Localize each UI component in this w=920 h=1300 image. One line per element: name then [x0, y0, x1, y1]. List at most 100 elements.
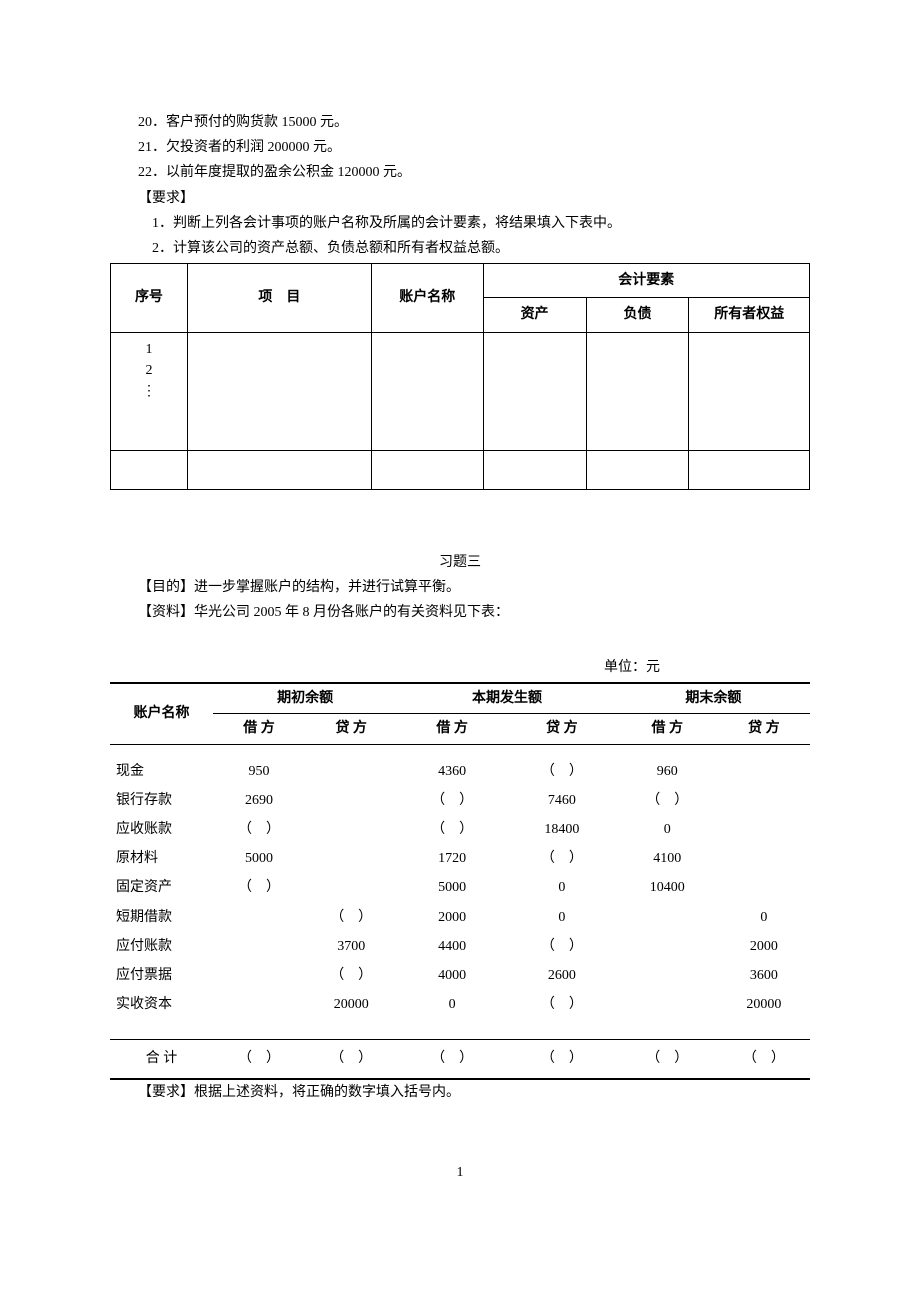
col-end-cr: 贷 方: [718, 714, 810, 744]
value-cell: 7460: [507, 786, 617, 815]
account-cell: 应付票据: [110, 961, 213, 990]
value-cell: 0: [718, 903, 810, 932]
value-cell: 4100: [617, 844, 718, 873]
value-cell: [305, 757, 397, 786]
value-cell: [718, 815, 810, 844]
table-row-sum: 合 计 （ ） （ ） （ ） （ ） （ ） （ ）: [110, 1040, 810, 1079]
value-cell: [213, 903, 305, 932]
value-cell: 3700: [305, 932, 397, 961]
account-cell: 短期借款: [110, 903, 213, 932]
col-begin-cr: 贷 方: [305, 714, 397, 744]
sum-end-dr: （ ）: [617, 1040, 718, 1079]
account-cell: 应收账款: [110, 815, 213, 844]
table-row: 1 2 ⋮: [111, 332, 810, 450]
table-row: 原材料50001720（ ）4100: [110, 844, 810, 873]
col-element: 会计要素: [483, 264, 809, 298]
account-cell: 实收资本: [110, 990, 213, 1019]
value-cell: [213, 932, 305, 961]
table-accounting-elements: 序号 项 目 账户名称 会计要素 资产 负债 所有者权益 1 2 ⋮: [110, 263, 810, 489]
value-cell: [305, 815, 397, 844]
table-row: 应付票据（ ）400026003600: [110, 961, 810, 990]
account-cell: 固定资产: [110, 873, 213, 902]
value-cell: 2000: [397, 903, 507, 932]
col-begin-dr: 借 方: [213, 714, 305, 744]
table-row: 固定资产（ ）5000010400: [110, 873, 810, 902]
value-cell: 2600: [507, 961, 617, 990]
value-cell: [718, 873, 810, 902]
value-cell: 0: [507, 903, 617, 932]
value-cell: （ ）: [397, 786, 507, 815]
col-item: 项 目: [187, 264, 371, 332]
exercise-3-purpose: 【目的】进一步掌握账户的结构，并进行试算平衡。: [110, 575, 810, 600]
requirement-label: 【要求】: [110, 186, 810, 211]
col-current: 本期发生额: [397, 683, 617, 714]
value-cell: [617, 990, 718, 1019]
col-end: 期末余额: [617, 683, 810, 714]
requirement-ex3: 【要求】根据上述资料，将正确的数字填入括号内。: [110, 1080, 810, 1105]
exercise-3-title: 习题三: [110, 550, 810, 575]
col-end-dr: 借 方: [617, 714, 718, 744]
value-cell: [617, 932, 718, 961]
sum-label: 合 计: [110, 1040, 213, 1079]
value-cell: [213, 990, 305, 1019]
sum-begin-cr: （ ）: [305, 1040, 397, 1079]
col-begin: 期初余额: [213, 683, 397, 714]
sum-begin-dr: （ ）: [213, 1040, 305, 1079]
page-number: 1: [110, 1160, 810, 1185]
value-cell: （ ）: [213, 873, 305, 902]
table-row: 短期借款（ ）200000: [110, 903, 810, 932]
account-cell: 现金: [110, 757, 213, 786]
value-cell: [718, 786, 810, 815]
requirement-2: 2．计算该公司的资产总额、负债总额和所有者权益总额。: [110, 236, 810, 261]
value-cell: [305, 786, 397, 815]
value-cell: 960: [617, 757, 718, 786]
col-account: 账户名称: [371, 264, 483, 332]
value-cell: [305, 873, 397, 902]
value-cell: （ ）: [397, 815, 507, 844]
value-cell: [305, 844, 397, 873]
value-cell: [718, 844, 810, 873]
table-row: 现金9504360（ ）960: [110, 757, 810, 786]
list-item-22: 22．以前年度提取的盈余公积金 120000 元。: [110, 160, 810, 185]
value-cell: 4000: [397, 961, 507, 990]
exercise-3-data: 【资料】华光公司 2005 年 8 月份各账户的有关资料见下表：: [110, 600, 810, 625]
table-row: [111, 450, 810, 489]
table-row: 应付账款 37004400（ ） 2000: [110, 932, 810, 961]
value-cell: （ ）: [507, 757, 617, 786]
value-cell: 4400: [397, 932, 507, 961]
value-cell: 20000: [718, 990, 810, 1019]
value-cell: （ ）: [213, 815, 305, 844]
value-cell: （ ）: [305, 903, 397, 932]
col-liab: 负债: [586, 298, 689, 332]
value-cell: （ ）: [305, 961, 397, 990]
sum-end-cr: （ ）: [718, 1040, 810, 1079]
value-cell: [617, 961, 718, 990]
value-cell: （ ）: [617, 786, 718, 815]
col-seq: 序号: [111, 264, 188, 332]
unit-label: 单位：元: [110, 655, 810, 680]
value-cell: 2000: [718, 932, 810, 961]
account-cell: 应付账款: [110, 932, 213, 961]
col-cur-dr: 借 方: [397, 714, 507, 744]
col-asset: 资产: [483, 298, 586, 332]
table-trial-balance: 账户名称 期初余额 本期发生额 期末余额 借 方 贷 方 借 方 贷 方 借 方…: [110, 682, 810, 1079]
value-cell: 0: [617, 815, 718, 844]
value-cell: （ ）: [507, 990, 617, 1019]
value-cell: 5000: [397, 873, 507, 902]
value-cell: 10400: [617, 873, 718, 902]
list-item-21: 21．欠投资者的利润 200000 元。: [110, 135, 810, 160]
value-cell: 1720: [397, 844, 507, 873]
value-cell: 0: [397, 990, 507, 1019]
value-cell: （ ）: [507, 932, 617, 961]
col-account-name: 账户名称: [110, 683, 213, 744]
list-item-20: 20．客户预付的购货款 15000 元。: [110, 110, 810, 135]
value-cell: 950: [213, 757, 305, 786]
table-row: 银行存款2690（ ）7460（ ）: [110, 786, 810, 815]
sum-cur-cr: （ ）: [507, 1040, 617, 1079]
value-cell: （ ）: [507, 844, 617, 873]
account-cell: 原材料: [110, 844, 213, 873]
requirement-1: 1．判断上列各会计事项的账户名称及所属的会计要素，将结果填入下表中。: [110, 211, 810, 236]
value-cell: 20000: [305, 990, 397, 1019]
value-cell: [213, 961, 305, 990]
value-cell: 2690: [213, 786, 305, 815]
